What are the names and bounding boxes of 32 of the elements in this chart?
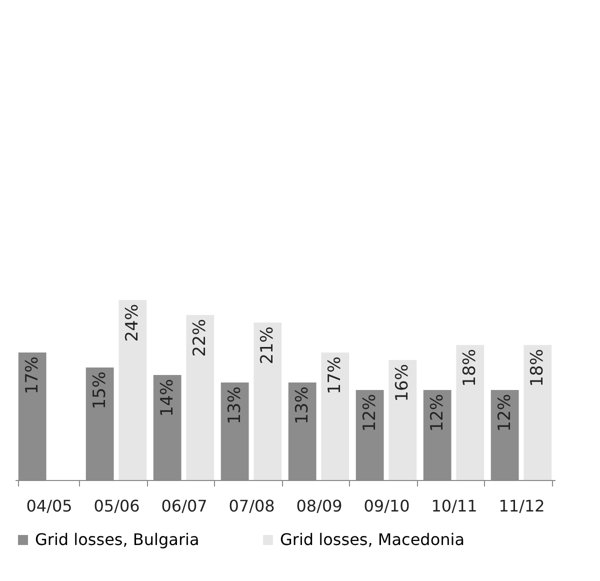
data-label: 13% <box>224 386 245 424</box>
data-label: 12% <box>360 394 380 432</box>
x-tick-label: 10/11 <box>431 496 478 516</box>
bar <box>186 315 214 480</box>
data-label: 18% <box>460 349 480 387</box>
bar <box>456 345 484 480</box>
data-label: 14% <box>157 379 178 417</box>
x-tick-label: 04/05 <box>26 496 72 516</box>
data-label: 12% <box>427 394 448 432</box>
x-tick-label: 05/06 <box>94 496 140 516</box>
x-tick-label: 09/10 <box>364 496 410 516</box>
bar <box>321 352 350 480</box>
data-label: 22% <box>190 319 210 357</box>
data-label: 12% <box>494 394 515 432</box>
data-label: 18% <box>528 349 548 387</box>
data-label: 21% <box>258 326 278 364</box>
x-tick-label: 08/09 <box>296 496 342 516</box>
x-tick-label: 06/07 <box>161 496 208 516</box>
x-tick-label: 11/12 <box>498 496 545 516</box>
bar <box>524 345 552 480</box>
data-label: 13% <box>292 386 312 424</box>
legend-label: Grid losses, Bulgaria <box>35 530 200 549</box>
bar <box>388 360 417 480</box>
bar <box>254 322 282 480</box>
data-label: 15% <box>90 372 110 410</box>
data-label: 17% <box>22 356 42 394</box>
data-label: 16% <box>392 364 413 402</box>
data-label: 17% <box>325 356 346 394</box>
data-label: 24% <box>122 304 143 342</box>
legend-label: Grid losses, Macedonia <box>280 530 465 549</box>
x-tick-label: 07/08 <box>228 496 275 516</box>
bar <box>118 300 147 480</box>
